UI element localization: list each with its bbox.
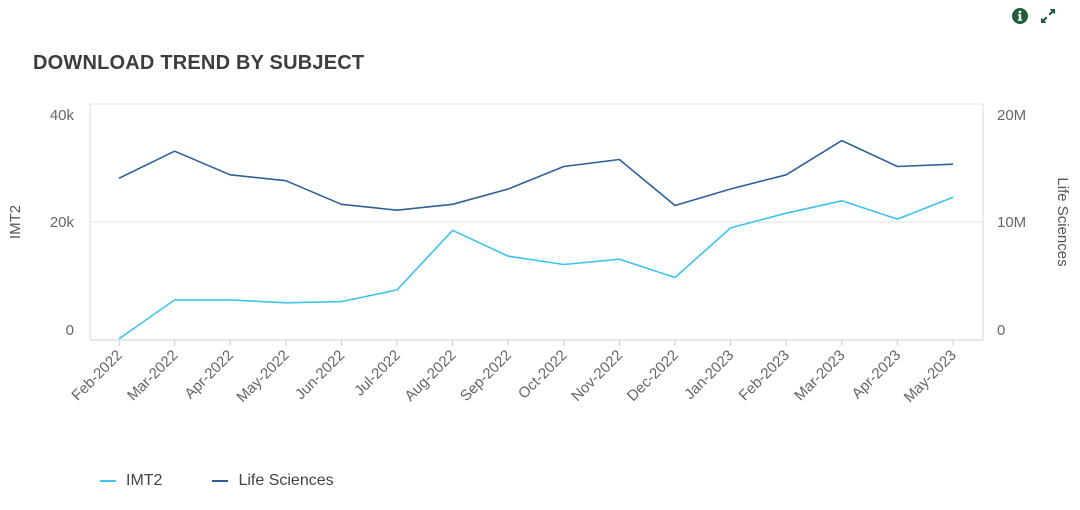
data-point[interactable] <box>116 175 122 181</box>
x-tick-label: Oct-2022 <box>515 347 571 403</box>
series-line-life-sciences[interactable] <box>118 139 954 211</box>
x-tick-label: Mar-2023 <box>791 347 848 404</box>
data-point[interactable] <box>950 194 956 200</box>
x-tick-label: Feb-2023 <box>736 347 793 404</box>
data-point[interactable] <box>950 161 956 167</box>
data-point[interactable] <box>338 201 344 207</box>
chart-toolbar <box>1010 6 1058 26</box>
data-point[interactable] <box>561 261 567 267</box>
y-left-tick-label: 40k <box>50 107 75 124</box>
y-left-tick-label: 20k <box>50 214 75 231</box>
data-point[interactable] <box>283 300 289 306</box>
data-point[interactable] <box>505 253 511 259</box>
data-point[interactable] <box>561 164 567 170</box>
x-tick-label: Jul-2022 <box>351 347 404 400</box>
data-point[interactable] <box>728 186 734 192</box>
data-point[interactable] <box>505 186 511 192</box>
series-line-imt2[interactable] <box>118 196 954 340</box>
data-point[interactable] <box>172 148 178 154</box>
x-tick-label: Aug-2022 <box>401 347 459 405</box>
data-point[interactable] <box>227 172 233 178</box>
x-tick-label: Apr-2022 <box>181 347 237 403</box>
data-point[interactable] <box>839 138 845 144</box>
expand-arrows-icon[interactable] <box>1038 6 1058 26</box>
legend-label-imt2: IMT2 <box>126 472 163 489</box>
x-tick-label: Apr-2023 <box>849 347 905 403</box>
chart-legend: IMT2 Life Sciences <box>100 472 334 490</box>
y-right-tick-label: 20M <box>997 107 1026 124</box>
info-circle-icon[interactable] <box>1010 6 1030 26</box>
data-point[interactable] <box>894 164 900 170</box>
data-point[interactable] <box>894 216 900 222</box>
data-point[interactable] <box>338 299 344 305</box>
legend-item-imt2[interactable]: IMT2 <box>100 472 162 490</box>
y-right-tick-label: 0 <box>997 322 1005 339</box>
data-point[interactable] <box>116 336 122 342</box>
y-right-tick-label: 10M <box>997 214 1026 231</box>
x-tick-label: Nov-2022 <box>568 347 626 405</box>
series-layer <box>116 138 956 342</box>
x-tick-label: Jun-2022 <box>292 347 348 403</box>
data-point[interactable] <box>616 256 622 262</box>
data-point[interactable] <box>783 172 789 178</box>
x-tick-label: May-2023 <box>901 347 960 406</box>
data-point[interactable] <box>394 287 400 293</box>
grid-layer <box>90 103 983 223</box>
data-point[interactable] <box>839 198 845 204</box>
y-left-tick-label: 0 <box>66 322 74 339</box>
x-tick-label: Feb-2022 <box>68 347 125 404</box>
x-tick-label: Mar-2022 <box>124 347 181 404</box>
x-tick-label: Jan-2023 <box>681 347 737 403</box>
legend-swatch-life-sciences <box>212 480 229 482</box>
x-tick-label: Sep-2022 <box>457 347 515 405</box>
data-point[interactable] <box>227 297 233 303</box>
x-tick-label: May-2022 <box>233 347 292 406</box>
data-point[interactable] <box>172 297 178 303</box>
data-point[interactable] <box>672 274 678 280</box>
legend-item-life-sciences[interactable]: Life Sciences <box>212 472 334 490</box>
data-point[interactable] <box>783 210 789 216</box>
y-axis-left-title: IMT2 <box>7 205 24 239</box>
data-point[interactable] <box>616 156 622 162</box>
data-point[interactable] <box>672 202 678 208</box>
data-point[interactable] <box>728 225 734 231</box>
y-axis-right-title: Life Sciences <box>1054 177 1071 266</box>
legend-label-life-sciences: Life Sciences <box>238 472 334 489</box>
data-point[interactable] <box>394 207 400 213</box>
chart-title: DOWNLOAD TREND BY SUBJECT <box>33 52 365 74</box>
legend-swatch-imt2 <box>100 480 116 482</box>
data-point[interactable] <box>450 201 456 207</box>
data-point[interactable] <box>283 178 289 184</box>
data-point[interactable] <box>450 227 456 233</box>
x-tick-label: Dec-2022 <box>624 347 682 405</box>
